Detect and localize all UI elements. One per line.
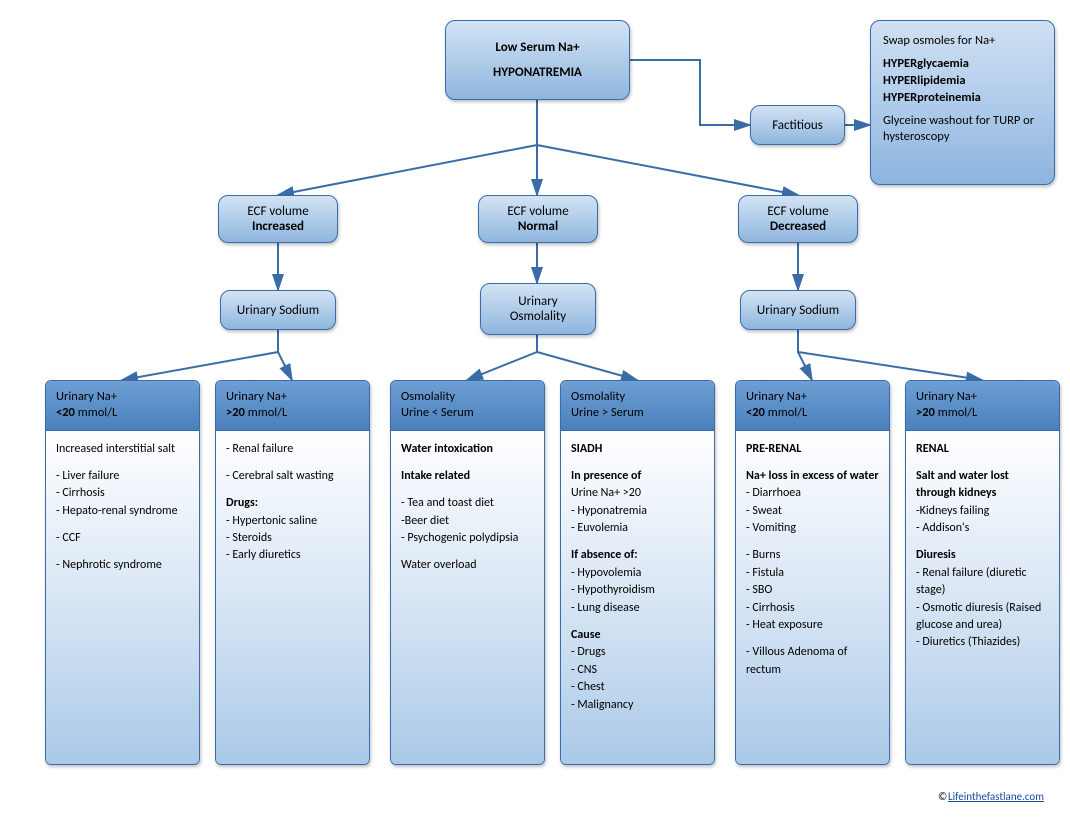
edge	[798, 330, 812, 380]
root-line1: Low Serum Na+	[495, 40, 579, 55]
edge	[278, 100, 537, 195]
panel-body: RENALSalt and water lost through kidneys…	[906, 431, 1059, 766]
ecf-dec-l1: ECF volume	[767, 204, 828, 219]
result-panel-p2: Urinary Na+>20 mmol/L- Renal failure- Ce…	[215, 380, 370, 765]
ecf-norm-l2: Normal	[518, 219, 558, 234]
panel-body: Increased interstitial salt- Liver failu…	[46, 431, 199, 766]
result-panel-p1: Urinary Na+<20 mmol/LIncreased interstit…	[45, 380, 200, 765]
factitious-panel-line: HYPERproteinemia	[883, 90, 981, 107]
edge	[630, 60, 750, 125]
panel-head: Urinary Na+<20 mmol/L	[46, 381, 199, 431]
ecf-decreased-node: ECF volume Decreased	[738, 195, 858, 243]
uosm-l2: Osmolality	[510, 309, 566, 324]
root-node-hyponatremia: Low Serum Na+ HYPONATREMIA	[445, 20, 630, 100]
factitious-panel-line: Swap osmoles for Na+	[883, 33, 995, 50]
urinary-sodium-right-node: Urinary Sodium	[740, 290, 856, 330]
panel-head: Urinary Na+>20 mmol/L	[906, 381, 1059, 431]
ecf-inc-l2: Increased	[252, 219, 304, 234]
result-panel-p3: OsmolalityUrine < SerumWater intoxicatio…	[390, 380, 545, 765]
panel-body: PRE-RENALNa+ loss in excess of water- Di…	[736, 431, 889, 766]
edge	[278, 330, 292, 380]
edge	[467, 335, 537, 380]
result-panel-p5: Urinary Na+<20 mmol/LPRE-RENALNa+ loss i…	[735, 380, 890, 765]
edge	[537, 335, 637, 380]
ecf-normal-node: ECF volume Normal	[478, 195, 598, 243]
root-line2: HYPONATREMIA	[493, 65, 582, 80]
urinary-osmolality-node: Urinary Osmolality	[480, 283, 596, 335]
panel-body: Water intoxicationIntake related- Tea an…	[391, 431, 544, 766]
ecf-increased-node: ECF volume Increased	[218, 195, 338, 243]
ecf-norm-l1: ECF volume	[507, 204, 568, 219]
una-left-label: Urinary Sodium	[237, 303, 319, 318]
edge	[122, 330, 278, 380]
panel-head: OsmolalityUrine < Serum	[391, 381, 544, 431]
factitious-panel-line: HYPERlipidemia	[883, 73, 966, 90]
panel-head: Urinary Na+>20 mmol/L	[216, 381, 369, 431]
factitious-label: Factitious	[772, 118, 823, 133]
uosm-l1: Urinary	[518, 294, 557, 309]
result-panel-p6: Urinary Na+>20 mmol/LRENALSalt and water…	[905, 380, 1060, 765]
ecf-inc-l1: ECF volume	[247, 204, 308, 219]
panel-head: Urinary Na+<20 mmol/L	[736, 381, 889, 431]
credit-link[interactable]: Lifeinthefastlane.com	[948, 790, 1044, 803]
panel-head: OsmolalityUrine > Serum	[561, 381, 714, 431]
factitious-panel-line: Glyceine washout for TURP or hysteroscop…	[883, 113, 1042, 147]
urinary-sodium-left-node: Urinary Sodium	[220, 290, 336, 330]
result-panel-p4: OsmolalityUrine > SerumSIADHIn presence …	[560, 380, 715, 765]
panel-body: SIADHIn presence ofUrine Na+ >20- Hypona…	[561, 431, 714, 766]
factitious-node: Factitious	[750, 105, 845, 145]
copyright-symbol: ©	[938, 790, 947, 803]
factitious-panel-line: HYPERglycaemia	[883, 56, 969, 73]
una-right-label: Urinary Sodium	[757, 303, 839, 318]
edge	[798, 330, 982, 380]
ecf-dec-l2: Decreased	[770, 219, 826, 234]
factitious-causes-panel: Swap osmoles for Na+ HYPERglycaemiaHYPER…	[870, 20, 1055, 185]
panel-body: - Renal failure- Cerebral salt wastingDr…	[216, 431, 369, 766]
